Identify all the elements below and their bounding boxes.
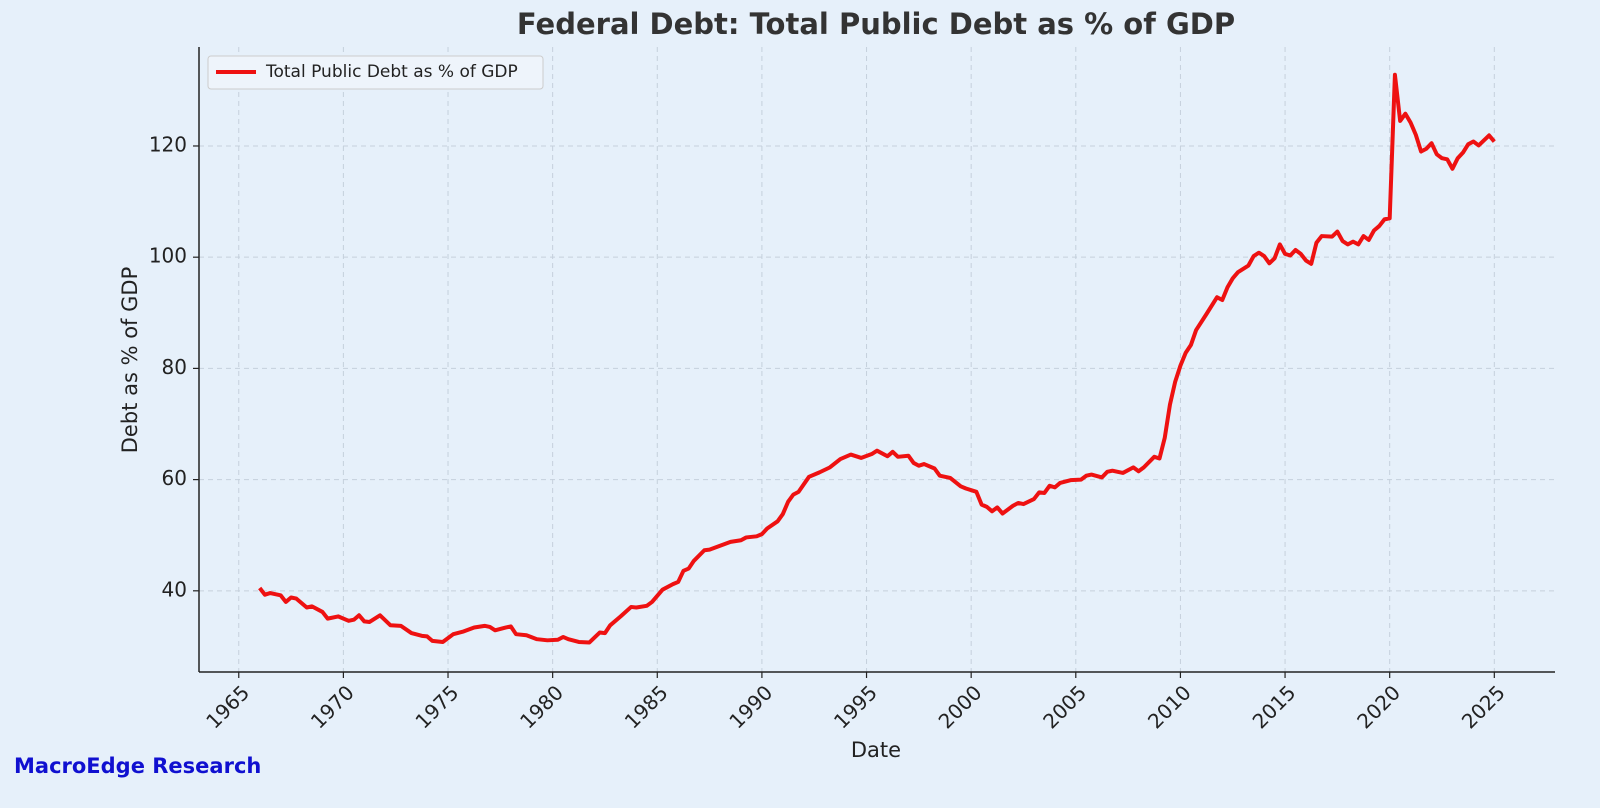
x-tick-label: 2025 [1457,680,1510,733]
x-tick-label: 2000 [934,680,987,733]
y-tick-label: 40 [162,577,187,601]
y-tick-label: 100 [149,244,187,268]
legend-box [207,55,544,90]
legend: Total Public Debt as % of GDP [207,55,544,90]
legend-label: Total Public Debt as % of GDP [265,62,518,82]
x-tick-label: 1980 [515,680,568,733]
x-tick-label: 1985 [620,680,673,733]
x-tick-label: 2005 [1038,680,1091,733]
x-tick-label: 1975 [410,680,463,733]
chart-title: Federal Debt: Total Public Debt as % of … [517,7,1235,41]
y-tick-label: 60 [162,466,187,490]
x-axis-label: Date [851,738,901,762]
x-tick-label: 1965 [201,680,254,733]
y-tick-label: 120 [149,132,187,156]
x-tick-label: 1995 [829,680,882,733]
y-tick-label: 80 [162,355,187,379]
x-tick-label: 1990 [724,680,777,733]
x-tick-label: 1970 [306,680,359,733]
x-tick-label: 2010 [1143,680,1196,733]
y-axis-label: Debt as % of GDP [118,267,142,453]
x-tick-label: 2020 [1352,680,1405,733]
watermark: MacroEdge Research [14,754,261,778]
x-tick-label: 2015 [1248,680,1301,733]
data-line [258,72,1496,645]
